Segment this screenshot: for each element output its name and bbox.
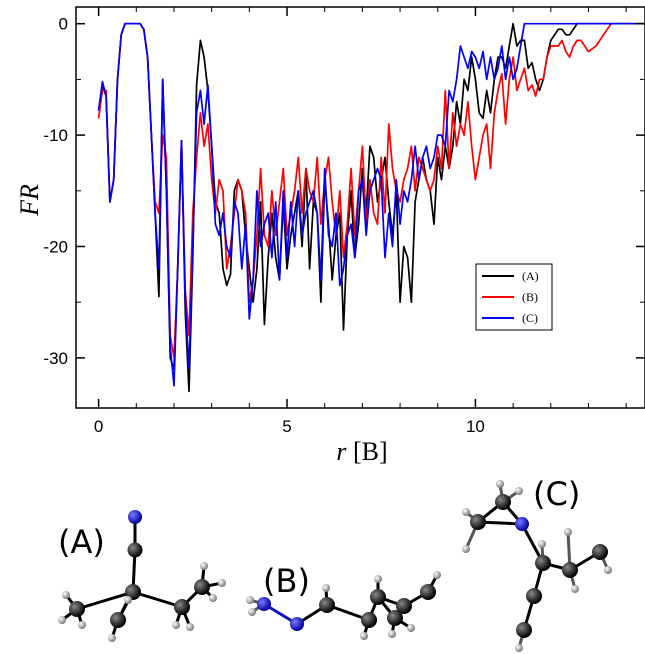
- molecule-b: (B): [246, 562, 441, 640]
- axis-ticks: [76, 7, 645, 408]
- series-line-c: [97, 22, 645, 387]
- molecule-a-label: (A): [58, 523, 105, 561]
- y-tick-label: 0: [59, 15, 68, 34]
- y-tick-label: -30: [43, 349, 68, 368]
- y-tick-label: -20: [43, 237, 68, 256]
- legend: (A) (B) (C): [475, 263, 553, 331]
- x-axis-title: r [B]: [336, 437, 387, 466]
- x-tick-label: 5: [282, 417, 291, 436]
- x-tick-label: 0: [94, 417, 103, 436]
- molecule-b-label: (B): [263, 562, 310, 600]
- legend-label-c: (C): [522, 311, 538, 325]
- molecule-c-label: (C): [533, 475, 580, 513]
- x-axis-variable: r: [336, 437, 347, 466]
- x-axis-unit: [B]: [353, 437, 388, 466]
- plot-lines: [97, 22, 645, 393]
- plot-frame: [75, 6, 645, 409]
- y-tick-label: -10: [43, 126, 68, 145]
- molecule-c: (C): [462, 475, 612, 652]
- tick-labels: 0 5 10 0 -10 -20 -30: [43, 15, 484, 436]
- y-axis-title: FR: [15, 184, 44, 217]
- x-tick-label: 10: [466, 417, 485, 436]
- legend-label-b: (B): [522, 290, 538, 304]
- legend-label-a: (A): [522, 269, 539, 283]
- molecule-a: (A): [58, 510, 226, 642]
